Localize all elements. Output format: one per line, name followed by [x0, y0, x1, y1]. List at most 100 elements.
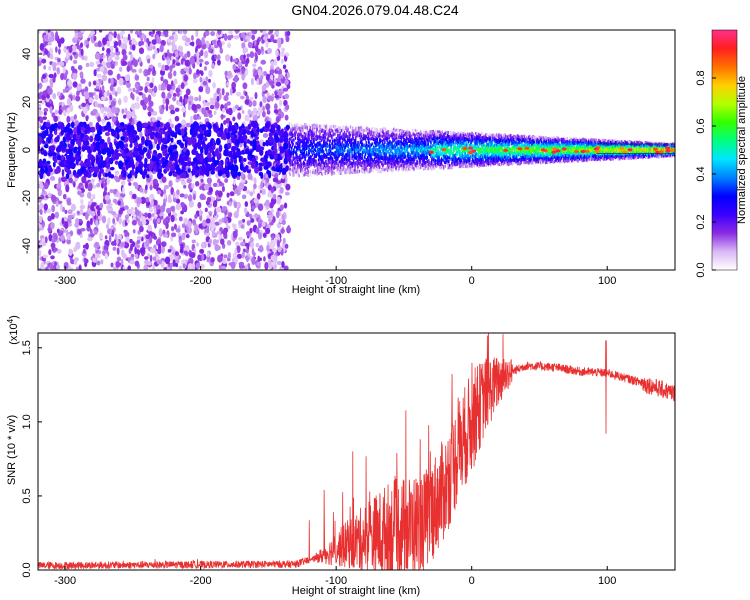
- spectrogram-cell: [223, 150, 229, 157]
- spectrogram-cell: [39, 51, 44, 56]
- spectrogram-cell: [242, 47, 248, 54]
- spectrogram-cell: [88, 121, 93, 127]
- spectrogram-cell: [116, 247, 120, 255]
- spectrogram-cell: [130, 53, 134, 61]
- spectrogram-cell: [132, 87, 136, 93]
- spectrogram-cell: [87, 237, 93, 242]
- spectrogram-cell: [61, 95, 65, 100]
- spectrogram-cell: [164, 256, 171, 265]
- spectrogram-cell: [163, 30, 169, 36]
- spectrogram-cell: [109, 166, 115, 171]
- spectrogram-cell: [218, 92, 222, 100]
- spectrogram-cell: [112, 246, 117, 251]
- spectrogram-cell: [118, 98, 122, 106]
- spectrogram-cell: [197, 201, 202, 209]
- spectrogram-cell: [126, 161, 132, 169]
- spectrogram-cell: [285, 80, 289, 84]
- spectrogram-cell: [178, 265, 183, 270]
- spectrogram-cell: [71, 44, 77, 52]
- spectrogram-cell: [222, 229, 228, 236]
- spectrogram-cell: [90, 197, 94, 203]
- spectrogram-cell: [328, 169, 330, 173]
- spectrogram-cell: [206, 251, 210, 258]
- spectrogram-cell: [325, 169, 327, 173]
- spectrogram-cell: [124, 74, 130, 82]
- spectrogram-cell: [181, 106, 187, 113]
- spectrogram-cell: [334, 139, 336, 143]
- spectrogram-cell: [198, 86, 204, 93]
- spectrogram-cell: [238, 182, 245, 190]
- spectrogram-cell: [299, 145, 301, 149]
- spectrogram-cell: [95, 85, 99, 90]
- spectrogram-cell: [245, 231, 251, 237]
- spectrogram-cell: [59, 230, 64, 236]
- spectrogram-cell: [293, 166, 296, 170]
- spectrogram-cell: [187, 194, 193, 202]
- spectrogram-cell: [164, 148, 168, 156]
- spectrogram-cell: [151, 39, 157, 45]
- spectrogram-cell: [210, 224, 215, 233]
- spectrogram-cell: [276, 37, 282, 45]
- spectrogram-cell: [63, 160, 67, 167]
- spectrogram-cell: [185, 37, 191, 43]
- spectrogram-cell: [145, 197, 150, 203]
- spectrogram-cell: [161, 64, 166, 72]
- spectrogram-cell: [67, 122, 71, 127]
- spectrogram-cell: [348, 163, 350, 167]
- spectrogram-cell: [243, 54, 246, 60]
- spectrogram-cell: [324, 136, 326, 140]
- spectrogram-cell: [342, 149, 344, 153]
- spectrogram-cell: [155, 122, 161, 128]
- spectrogram-cell: [83, 145, 89, 151]
- spectrogram-cell: [369, 145, 371, 149]
- spectrogram-cell: [331, 129, 334, 133]
- spectrogram-cell: [227, 107, 233, 116]
- spectrogram-cell: [170, 232, 177, 238]
- spectrogram-cell: [294, 145, 297, 149]
- spectrogram-cell: [375, 167, 378, 171]
- spectrogram-cell: [85, 125, 90, 133]
- spectrogram-cell: [169, 89, 174, 94]
- spectrogram-cell: [177, 45, 183, 52]
- spectrogram-cell: [282, 87, 289, 92]
- spectrogram-cell: [150, 33, 154, 38]
- spectrogram-cell: [92, 172, 98, 178]
- spectrogram-cell: [331, 134, 333, 138]
- spectrogram-cell: [226, 239, 232, 246]
- spectrogram-cell: [332, 124, 335, 128]
- spectrogram-cell: [163, 184, 170, 190]
- spectrogram-cell: [351, 150, 353, 154]
- spectrogram-cell: [74, 30, 79, 34]
- spectrogram-cell: [38, 249, 42, 257]
- spectrogram-cell: [219, 41, 222, 50]
- spectrogram-cell: [68, 45, 73, 53]
- spectrogram-cell: [73, 114, 77, 120]
- spectrogram-cell: [272, 39, 278, 44]
- spectrogram-cell: [174, 223, 177, 230]
- spectrogram-cell: [47, 87, 53, 96]
- spectrogram-cell: [234, 104, 239, 110]
- spectrogram-cell: [369, 137, 371, 141]
- spectrogram-cell: [300, 130, 303, 134]
- spectrogram-cell: [156, 259, 163, 265]
- spectrogram-cell: [109, 94, 113, 101]
- spectrogram-cell: [118, 209, 123, 215]
- spectrogram-cell: [263, 154, 269, 160]
- spectrogram-cell: [270, 188, 274, 194]
- spectrogram-cell: [96, 157, 100, 162]
- spectrogram-cell: [222, 258, 227, 265]
- spectrogram-cell: [75, 266, 80, 270]
- spectrogram-cell: [41, 58, 47, 64]
- spectrogram-cell: [258, 223, 262, 229]
- spectrogram-cell: [135, 168, 139, 175]
- spectrogram-cell: [39, 91, 44, 96]
- spectrogram-cell: [81, 176, 87, 184]
- spectrogram-cell: [349, 157, 351, 161]
- spectrogram-cell: [253, 177, 257, 185]
- spectrogram-cell: [234, 30, 240, 34]
- spectrogram-cell: [184, 81, 188, 86]
- spectrogram-cell: [178, 101, 182, 107]
- spectrogram-cell: [120, 136, 126, 141]
- spectrogram-cell: [72, 81, 78, 88]
- spectrogram-cell: [265, 199, 270, 207]
